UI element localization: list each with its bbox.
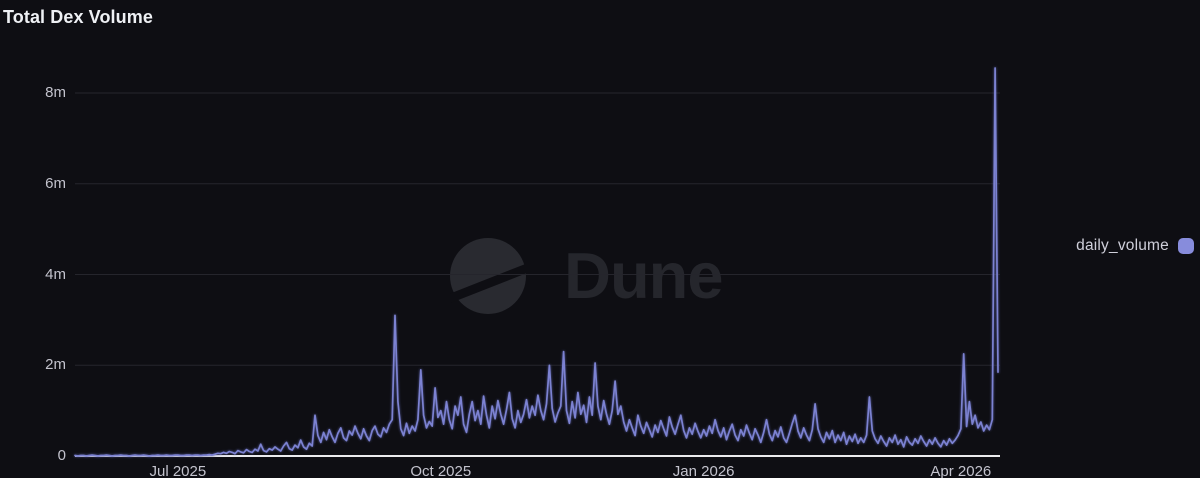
x-axis-label: Apr 2026	[930, 463, 992, 478]
legend-item-daily-volume[interactable]: daily_volume	[1076, 237, 1194, 255]
chart-title: Total Dex Volume	[3, 7, 153, 27]
y-axis-label: 8m	[45, 84, 66, 101]
legend-label: daily_volume	[1076, 237, 1169, 254]
x-axis-label: Jul 2025	[149, 463, 207, 478]
volume-line	[74, 67, 999, 457]
y-axis-label: 4m	[45, 265, 66, 283]
x-axis-label: Oct 2025	[410, 463, 472, 478]
x-axis-label: Jan 2026	[672, 463, 735, 478]
y-axis-label: 0	[57, 447, 66, 464]
y-axis-label: 2m	[45, 356, 66, 374]
y-axis-label: 6m	[45, 174, 66, 192]
legend-swatch	[1178, 238, 1194, 254]
